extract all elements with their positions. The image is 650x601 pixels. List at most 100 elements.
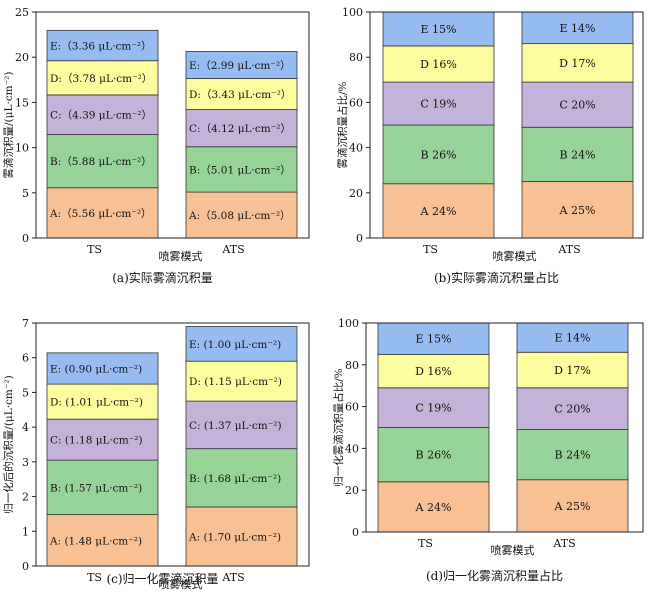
data-label: B 24%: [559, 148, 595, 161]
data-label: B: (1.57 μL·cm⁻²): [50, 482, 142, 494]
bar-segment-a-ts: [46, 187, 159, 239]
data-label: D:（3.78 μL·cm⁻²）: [50, 73, 152, 85]
bar-segment-a-ts: [377, 481, 490, 533]
data-label: A:（5.56 μL·cm⁻²）: [49, 208, 152, 220]
y-tick-label: 15: [15, 96, 29, 109]
data-label: D 16%: [420, 58, 457, 71]
y-tick-label: 6: [22, 352, 29, 365]
bar-segment-a-ts: [382, 183, 495, 239]
bar-segment-c-ts: [382, 81, 495, 126]
bar-segment-d-ts: [377, 353, 490, 389]
data-label: C 20%: [559, 99, 595, 112]
y-tick-label: 20: [349, 187, 363, 200]
bar-segment-e-ats: [185, 51, 298, 79]
bar-segment-c-ats: [185, 109, 298, 148]
x-tick-label: TS: [418, 537, 433, 550]
data-label: E 14%: [560, 22, 596, 35]
bar-segment-b-ts: [382, 124, 495, 185]
data-label: A:（5.08 μL·cm⁻²）: [188, 210, 291, 222]
y-tick-label: 40: [345, 442, 359, 455]
bar-segment-e-ts: [46, 352, 159, 385]
x-tick-label: TS: [87, 571, 102, 584]
data-label: E: (0.90 μL·cm⁻²): [50, 363, 142, 375]
bar-segment-d-ats: [516, 351, 629, 389]
y-axis-label: 归一化雾滴沉积量占比/%: [332, 368, 345, 487]
data-label: B: (1.68 μL·cm⁻²): [189, 473, 281, 485]
y-tick-label: 1: [22, 525, 29, 538]
y-tick-label: 100: [342, 6, 363, 19]
data-label: D: (1.01 μL·cm⁻²): [50, 397, 143, 409]
bar-segment-e-ts: [46, 29, 159, 62]
y-tick-label: 0: [356, 232, 363, 245]
data-label: D 17%: [559, 57, 596, 70]
data-label: D:（3.43 μL·cm⁻²）: [189, 89, 291, 101]
y-tick-label: 80: [349, 51, 363, 64]
bar-segment-c-ats: [185, 400, 298, 450]
panel-b: A 24% B 26% C 19% D 16% E 15% TS A 25% B 24% C 2…: [336, 6, 644, 285]
panel-caption: (d)归一化雾滴沉积量占比: [426, 568, 563, 583]
bar-segment-b-ats: [185, 448, 298, 508]
data-label: C 20%: [554, 403, 590, 416]
y-tick-label: 0: [22, 560, 29, 573]
y-tick-label: 3: [22, 456, 29, 469]
data-label: E: (1.00 μL·cm⁻²): [189, 339, 281, 351]
data-label: A 25%: [559, 204, 596, 217]
y-axis-label: 雾滴沉积量占比/%: [336, 81, 349, 168]
bar-segment-e-ats: [185, 326, 298, 362]
x-tick-label: TS: [87, 243, 102, 256]
x-tick-label: ATS: [557, 243, 580, 256]
y-tick-label: 7: [22, 317, 29, 330]
y-tick-label: 40: [349, 142, 363, 155]
y-tick-label: 10: [15, 142, 29, 155]
panel-caption: (b)实际雾滴沉积量占比: [434, 270, 559, 285]
data-label: C:（4.39 μL·cm⁻²）: [50, 110, 152, 122]
data-label: A 24%: [415, 501, 452, 514]
y-tick-label: 20: [15, 51, 29, 64]
data-label: C:（4.12 μL·cm⁻²）: [189, 123, 291, 135]
bar-segment-b-ts: [46, 134, 159, 189]
y-tick-label: 20: [345, 484, 359, 497]
y-tick-label: 5: [22, 187, 29, 200]
bar-segment-a-ats: [516, 479, 629, 533]
data-label: A 25%: [554, 500, 591, 513]
data-label: C 19%: [415, 402, 451, 415]
plot-frame: [35, 322, 310, 567]
bar-segment-e-ts: [382, 11, 495, 47]
y-tick-label: 0: [22, 232, 29, 245]
data-label: D 16%: [415, 365, 452, 378]
bar-segment-c-ts: [46, 418, 159, 461]
y-tick-label: 60: [345, 401, 359, 414]
y-tick-label: 100: [338, 317, 359, 330]
data-label: E 14%: [555, 332, 591, 345]
bar-segment-a-ats: [521, 181, 634, 239]
x-axis-label: 喷雾模式: [491, 544, 535, 557]
bar-segment-d-ts: [382, 45, 495, 83]
data-label: E:（3.36 μL·cm⁻²）: [50, 41, 152, 53]
data-label: B:（5.88 μL·cm⁻²）: [50, 156, 152, 168]
bar-segment-d-ats: [185, 78, 298, 110]
data-label: E:（2.99 μL·cm⁻²）: [189, 60, 291, 72]
data-label: A 24%: [420, 205, 457, 218]
x-tick-label: ATS: [221, 571, 244, 584]
bar-segment-a-ats: [185, 191, 298, 239]
bar-segment-d-ts: [46, 60, 159, 96]
data-label: E 15%: [421, 23, 457, 36]
bar-segment-d-ats: [185, 360, 298, 402]
plot-frame: [35, 11, 310, 239]
bar-segment-c-ts: [377, 387, 490, 428]
bar-segment-b-ats: [521, 126, 634, 182]
bar-segment-b-ats: [185, 146, 298, 193]
y-tick-label: 4: [22, 421, 29, 434]
bar-segment-d-ts: [46, 383, 159, 420]
bar-segment-e-ats: [516, 322, 629, 353]
x-axis-label: 喷雾模式: [493, 250, 537, 263]
plot-frame: [365, 322, 644, 533]
data-label: D: (1.15 μL·cm⁻²): [189, 376, 282, 388]
x-tick-label: ATS: [221, 243, 244, 256]
data-label: B 26%: [415, 449, 451, 462]
data-label: B:（5.01 μL·cm⁻²）: [189, 164, 291, 176]
bar-segment-a-ats: [185, 506, 298, 567]
data-label: A: (1.48 μL·cm⁻²): [49, 535, 142, 547]
